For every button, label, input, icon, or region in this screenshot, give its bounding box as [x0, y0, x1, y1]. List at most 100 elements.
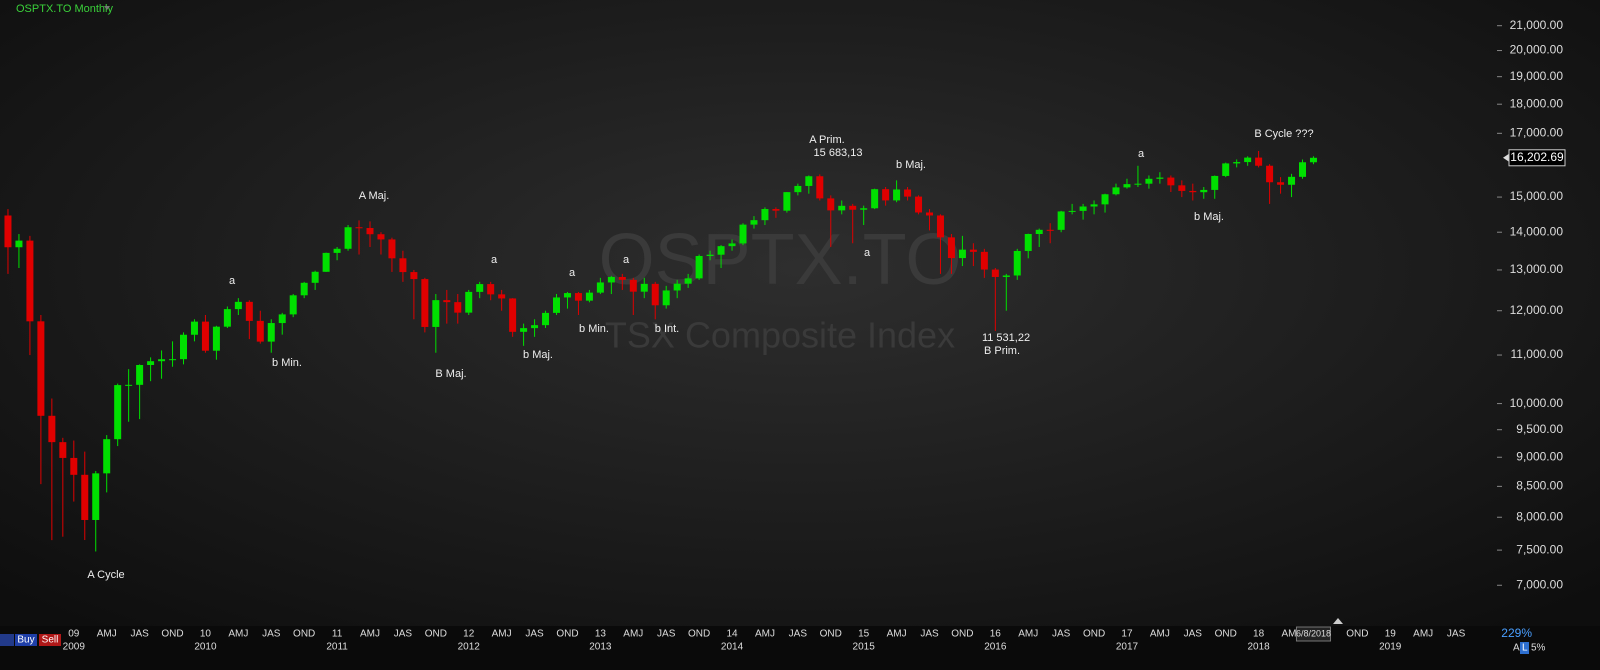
candle-body: [223, 309, 231, 327]
y-tick-label: 11,000.00: [1511, 347, 1564, 361]
x-tick-label: OND: [1215, 629, 1237, 640]
candle-body: [201, 321, 209, 351]
candle-body: [1090, 204, 1098, 207]
candle-body: [278, 314, 286, 324]
candle-body: [289, 295, 297, 315]
candle-body: [706, 254, 714, 257]
flag-box[interactable]: [1520, 642, 1529, 654]
candle-body: [1123, 184, 1131, 188]
sell-button[interactable]: [39, 634, 61, 646]
candle-body: [958, 249, 966, 259]
y-tick-label: 15,000.00: [1510, 189, 1564, 203]
annotation: B Cycle ???: [1254, 128, 1313, 140]
candle-body: [926, 212, 933, 216]
candle-body: [1101, 194, 1109, 205]
y-tick-label: 9,500.00: [1516, 422, 1563, 436]
candle-body: [1288, 176, 1296, 185]
candle-body: [70, 457, 78, 475]
candle-body: [1079, 206, 1087, 211]
buy-button[interactable]: [15, 634, 37, 646]
candle-body: [114, 385, 122, 440]
flag[interactable]: L: [1522, 643, 1528, 654]
y-tick-label: 9,000.00: [1516, 449, 1563, 463]
buy-label[interactable]: Buy: [17, 635, 34, 646]
candle-body: [1057, 211, 1065, 230]
candle-body: [432, 300, 440, 327]
candle-body: [783, 192, 791, 211]
x-tick-label: AMJ: [1413, 629, 1433, 640]
candle-body: [805, 176, 813, 186]
cursor-marker: [1333, 618, 1343, 624]
candle-body: [1167, 177, 1175, 186]
candle-body: [531, 325, 539, 329]
flag[interactable]: 5%: [1531, 643, 1546, 654]
candle-body: [377, 234, 385, 240]
x-tick-label: OND: [293, 629, 315, 640]
x-tick-label: JAS: [657, 629, 676, 640]
candle-body: [563, 293, 571, 298]
candle-body: [355, 227, 363, 229]
candle-body: [180, 334, 187, 360]
x-tick-label: JAS: [789, 629, 808, 640]
x-tick-label: 10: [200, 629, 212, 640]
toolbar: Buy Sell 229% A L 5%: [0, 626, 1546, 654]
candle-body: [4, 215, 12, 248]
candle-body: [26, 240, 34, 322]
sell-label[interactable]: Sell: [42, 635, 59, 646]
x-tick-label: JAS: [1447, 629, 1466, 640]
annotation: a: [491, 254, 498, 266]
candle-body: [1277, 182, 1285, 185]
watermark-subtitle: TSX Composite Index: [605, 315, 955, 356]
y-tick-label: 21,000.00: [1510, 18, 1564, 32]
x-tick-label: 18: [1253, 629, 1265, 640]
x-tick-label: 15: [858, 629, 870, 640]
candle-body: [1046, 229, 1054, 231]
x-year-label: 2015: [853, 642, 876, 653]
zoom-level[interactable]: 229%: [1501, 626, 1532, 640]
annotation: a: [623, 254, 630, 266]
candle-body: [585, 292, 593, 301]
candle-body: [410, 272, 418, 280]
x-tick-label: JAS: [1052, 629, 1071, 640]
candle-body: [947, 237, 955, 259]
x-tick-label: OND: [161, 629, 183, 640]
candle-body: [673, 283, 681, 291]
x-tick-label: 13: [595, 629, 607, 640]
candle-body: [717, 246, 725, 255]
candle-body: [607, 276, 615, 283]
candle-body: [794, 185, 802, 193]
y-tick-label: 18,000.00: [1510, 96, 1564, 110]
title-dropdown[interactable]: [104, 6, 110, 10]
x-year-label: 2018: [1247, 642, 1270, 653]
x-tick-label: OND: [1346, 629, 1368, 640]
cursor-date: 6/8/2018: [1296, 628, 1331, 638]
x-year-label: 2019: [1379, 642, 1402, 653]
candle-body: [969, 249, 977, 252]
x-tick-label: AMJ: [755, 629, 775, 640]
y-tick-label: 17,000.00: [1510, 125, 1564, 139]
candle-body: [695, 256, 703, 279]
chart-title[interactable]: OSPTX.TO Monthly: [16, 3, 113, 15]
y-tick-label: 20,000.00: [1510, 43, 1564, 57]
candle-body: [1013, 250, 1021, 276]
y-tick-label: 7,000.00: [1516, 577, 1563, 591]
candle-body: [234, 301, 242, 310]
candle-body: [542, 312, 550, 326]
x-tick-label: OND: [425, 629, 447, 640]
candle-body: [882, 189, 890, 201]
candle-body: [827, 198, 835, 211]
x-tick-label: OND: [556, 629, 578, 640]
watermark: OSPTX.TO: [599, 220, 962, 300]
candle-body: [454, 302, 462, 313]
x-tick-label: AMJ: [360, 629, 380, 640]
x-tick-label: AMJ: [1150, 629, 1170, 640]
tool-icon[interactable]: [0, 634, 14, 646]
flag[interactable]: A: [1513, 643, 1520, 654]
annotation: 11 531,22: [982, 332, 1030, 344]
x-tick-label: OND: [1083, 629, 1105, 640]
candle-body: [322, 252, 330, 272]
x-tick-label: AMJ: [228, 629, 248, 640]
candle-body: [15, 240, 23, 248]
annotation: b Maj.: [523, 349, 553, 361]
candle-body: [629, 279, 637, 292]
